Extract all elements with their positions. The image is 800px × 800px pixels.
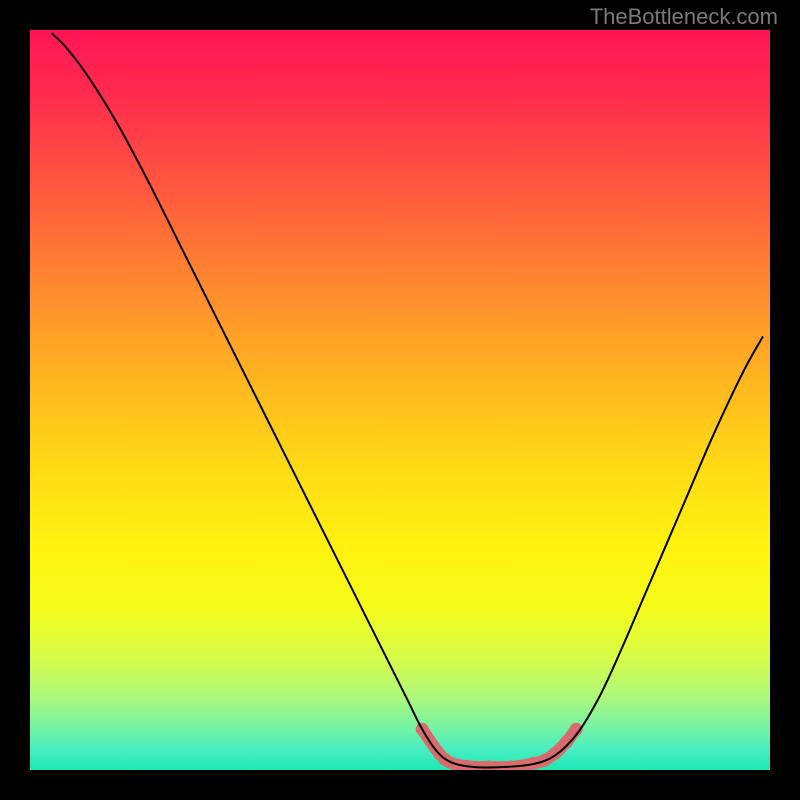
watermark-text: TheBottleneck.com	[590, 4, 778, 30]
chart-curve-layer	[30, 30, 770, 770]
chart-plot-area	[30, 30, 770, 770]
bottleneck-curve	[52, 34, 762, 768]
